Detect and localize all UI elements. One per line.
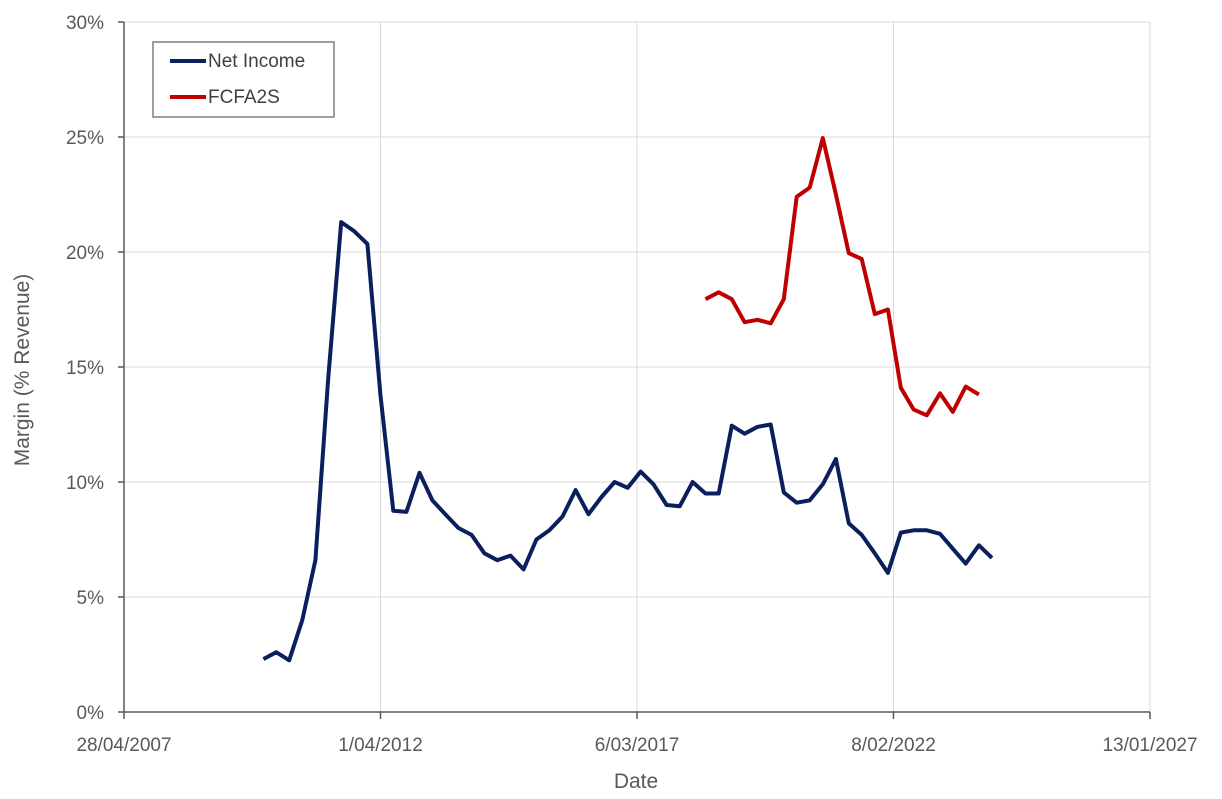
x-axis-title: Date (614, 770, 658, 793)
series-line-net-income (262, 220, 994, 663)
legend-label-fcfa2s: FCFA2S (208, 87, 280, 108)
series-lines (262, 136, 994, 663)
legend: Net Income FCFA2S (152, 41, 335, 118)
y-tick-label: 30% (66, 13, 104, 34)
y-axis-tick-labels: 0% 5% 10% 15% 20% 25% 30% (66, 13, 104, 724)
y-tick-label: 5% (77, 588, 105, 609)
legend-box (152, 41, 335, 118)
y-tick-label: 25% (66, 128, 104, 149)
series-line-fcfa2s (704, 136, 980, 418)
y-tick-label: 15% (66, 358, 104, 379)
y-tick-label: 0% (77, 703, 105, 724)
vertical-gridlines (380, 22, 1151, 712)
x-tick-label: 8/02/2022 (851, 735, 936, 756)
x-axis-tick-labels: 28/04/2007 1/04/2012 6/03/2017 8/02/2022 13/… (76, 735, 1197, 756)
axes (118, 21, 1151, 719)
y-axis-title: Margin (% Revenue) (11, 274, 34, 467)
legend-label-net-income: Net Income (208, 51, 305, 72)
x-tick-label: 6/03/2017 (595, 735, 680, 756)
x-tick-label: 13/01/2027 (1102, 735, 1197, 756)
y-tick-label: 10% (66, 473, 104, 494)
x-tick-label: 28/04/2007 (76, 735, 171, 756)
y-tick-label: 20% (66, 243, 104, 264)
x-tick-label: 1/04/2012 (338, 735, 423, 756)
